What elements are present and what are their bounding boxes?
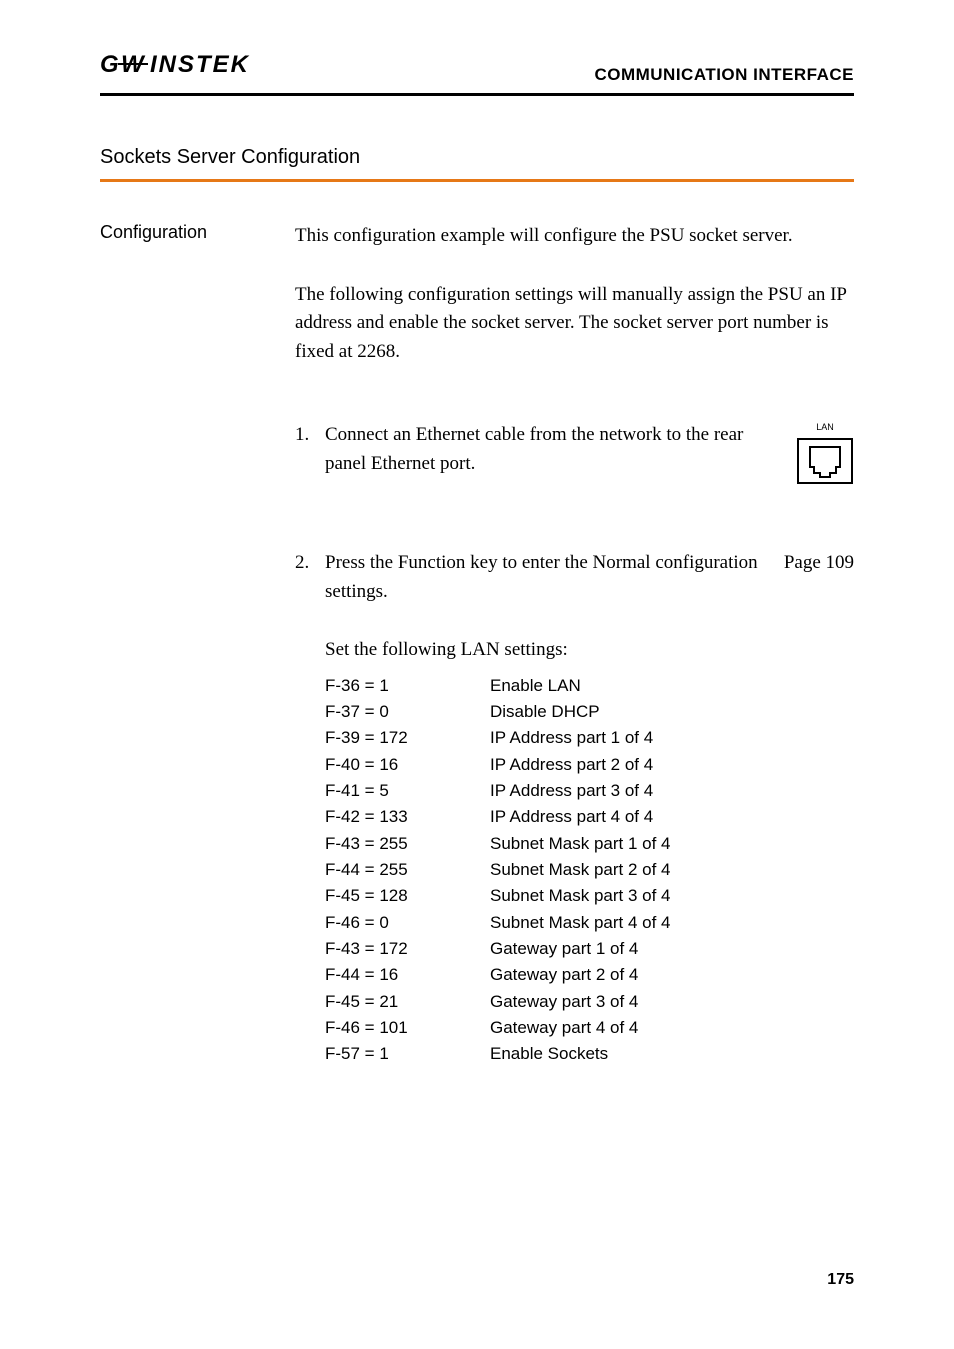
- section-title: Sockets Server Configuration: [100, 146, 854, 182]
- content-row: Configuration This configuration example…: [100, 222, 854, 396]
- settings-desc: Subnet Mask part 2 of 4: [490, 857, 854, 883]
- paragraph-1: This configuration example will configur…: [295, 222, 854, 251]
- settings-row: F-44 = 255Subnet Mask part 2 of 4: [325, 857, 854, 883]
- page-number: 175: [827, 1271, 854, 1289]
- header-title: COMMUNICATION INTERFACE: [594, 65, 854, 85]
- settings-key: F-45 = 21: [325, 989, 490, 1015]
- ethernet-port-icon: [796, 437, 854, 485]
- settings-desc: Subnet Mask part 3 of 4: [490, 883, 854, 909]
- settings-desc: IP Address part 1 of 4: [490, 725, 854, 751]
- settings-row: F-45 = 21Gateway part 3 of 4: [325, 989, 854, 1015]
- settings-key: F-45 = 128: [325, 883, 490, 909]
- page-header: G W INSTEK COMMUNICATION INTERFACE: [100, 50, 854, 96]
- step-1-content: Connect an Ethernet cable from the netwo…: [325, 421, 854, 494]
- step-1-left: [100, 421, 295, 524]
- settings-desc: IP Address part 4 of 4: [490, 804, 854, 830]
- settings-row: F-36 = 1Enable LAN: [325, 673, 854, 699]
- step-2-row: 2. Press the Function key to enter the N…: [100, 549, 854, 1068]
- settings-desc: IP Address part 2 of 4: [490, 752, 854, 778]
- settings-desc: Subnet Mask part 1 of 4: [490, 831, 854, 857]
- settings-desc: Enable Sockets: [490, 1041, 854, 1067]
- settings-row: F-37 = 0Disable DHCP: [325, 699, 854, 725]
- settings-key: F-43 = 255: [325, 831, 490, 857]
- step-2-number: 2.: [295, 549, 320, 578]
- settings-row: F-57 = 1Enable Sockets: [325, 1041, 854, 1067]
- step-1: 1. Connect an Ethernet cable from the ne…: [295, 421, 854, 494]
- settings-row: F-42 = 133IP Address part 4 of 4: [325, 804, 854, 830]
- settings-desc: IP Address part 3 of 4: [490, 778, 854, 804]
- step-2-text: Press the Function key to enter the Norm…: [325, 549, 784, 606]
- settings-key: F-46 = 101: [325, 1015, 490, 1041]
- settings-table: F-36 = 1Enable LANF-37 = 0Disable DHCPF-…: [325, 673, 854, 1068]
- step-2-left: [100, 549, 295, 1068]
- settings-key: F-36 = 1: [325, 673, 490, 699]
- paragraph-2: The following configuration settings wil…: [295, 281, 854, 367]
- left-label: Configuration: [100, 222, 295, 396]
- settings-key: F-39 = 172: [325, 725, 490, 751]
- settings-row: F-41 = 5IP Address part 3 of 4: [325, 778, 854, 804]
- settings-desc: Subnet Mask part 4 of 4: [490, 910, 854, 936]
- settings-intro: Set the following LAN settings:: [325, 636, 854, 665]
- right-content: This configuration example will configur…: [295, 222, 854, 396]
- step-2: 2. Press the Function key to enter the N…: [295, 549, 854, 606]
- step-1-number: 1.: [295, 421, 320, 450]
- settings-key: F-46 = 0: [325, 910, 490, 936]
- settings-desc: Gateway part 4 of 4: [490, 1015, 854, 1041]
- settings-row: F-43 = 172Gateway part 1 of 4: [325, 936, 854, 962]
- step-1-row: 1. Connect an Ethernet cable from the ne…: [100, 421, 854, 524]
- settings-row: F-39 = 172IP Address part 1 of 4: [325, 725, 854, 751]
- settings-row: F-46 = 101Gateway part 4 of 4: [325, 1015, 854, 1041]
- logo-svg: G W INSTEK: [100, 50, 260, 78]
- settings-key: F-57 = 1: [325, 1041, 490, 1067]
- settings-key: F-41 = 5: [325, 778, 490, 804]
- brand-logo: G W INSTEK: [100, 50, 260, 85]
- step-1-right: 1. Connect an Ethernet cable from the ne…: [295, 421, 854, 524]
- settings-key: F-43 = 172: [325, 936, 490, 962]
- settings-key: F-44 = 255: [325, 857, 490, 883]
- settings-row: F-46 = 0Subnet Mask part 4 of 4: [325, 910, 854, 936]
- page-reference: Page 109: [784, 549, 854, 578]
- settings-desc: Gateway part 2 of 4: [490, 962, 854, 988]
- settings-row: F-40 = 16IP Address part 2 of 4: [325, 752, 854, 778]
- settings-key: F-37 = 0: [325, 699, 490, 725]
- settings-desc: Enable LAN: [490, 673, 854, 699]
- settings-key: F-44 = 16: [325, 962, 490, 988]
- settings-key: F-42 = 133: [325, 804, 490, 830]
- settings-row: F-43 = 255Subnet Mask part 1 of 4: [325, 831, 854, 857]
- settings-desc: Gateway part 3 of 4: [490, 989, 854, 1015]
- step-1-text: Connect an Ethernet cable from the netwo…: [325, 421, 791, 478]
- settings-row: F-44 = 16Gateway part 2 of 4: [325, 962, 854, 988]
- settings-key: F-40 = 16: [325, 752, 490, 778]
- settings-desc: Gateway part 1 of 4: [490, 936, 854, 962]
- lan-port-icon: LAN: [796, 421, 854, 494]
- svg-text:INSTEK: INSTEK: [150, 51, 250, 78]
- settings-desc: Disable DHCP: [490, 699, 854, 725]
- lan-label: LAN: [796, 421, 854, 435]
- step-2-content: Press the Function key to enter the Norm…: [325, 549, 854, 606]
- settings-block: Set the following LAN settings: F-36 = 1…: [295, 636, 854, 1068]
- settings-row: F-45 = 128Subnet Mask part 3 of 4: [325, 883, 854, 909]
- settings-content: Set the following LAN settings: F-36 = 1…: [325, 636, 854, 1068]
- step-2-right: 2. Press the Function key to enter the N…: [295, 549, 854, 1068]
- svg-text:G: G: [100, 51, 120, 78]
